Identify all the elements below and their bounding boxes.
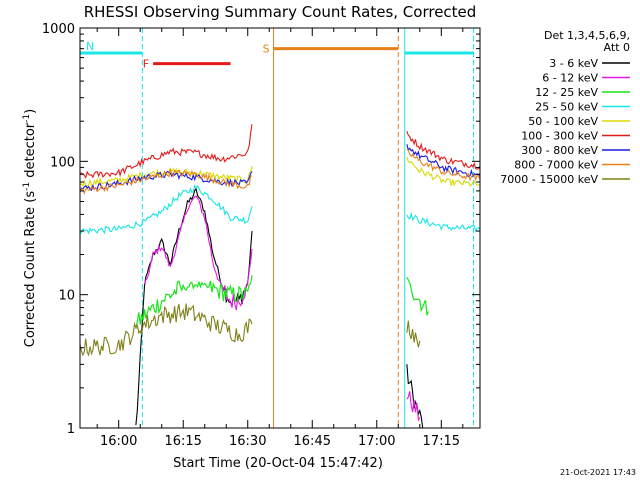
series-1 [143,195,421,422]
y-label-end: ) [23,109,38,114]
y-label-sup2: -1 [22,114,32,123]
series-3 [79,184,481,235]
series-line-8-seg-1 [406,320,421,348]
series-line-3-seg-1 [406,211,481,234]
y-label-mid: detector [23,122,38,182]
legend-label-3: 25 - 50 keV [535,101,598,114]
legend-label-0: 3 - 6 keV [549,57,598,70]
x-tick-label-0: 16:00 [100,434,137,449]
night-label-0: N [86,40,94,53]
y-tick-label-3: 1000 [42,22,75,37]
legend-label-2: 12 - 25 keV [535,86,598,99]
series-line-4-seg-0 [79,166,253,188]
series-line-7-seg-1 [406,148,481,182]
y-tick-label-1: 10 [58,289,75,304]
plot-frame [79,27,481,429]
x-axis: 16:00 16:15 16:30 16:45 17:00 17:15 [96,28,464,449]
y-axis: 1 10 100 1000 [42,22,480,437]
series-line-8-seg-0 [79,303,253,357]
legend-header-line1: Det 1,3,4,5,6,9, [544,29,630,42]
y-label-main: Corrected Count Rate (s [23,191,38,348]
x-tick-label-4: 17:00 [358,434,395,449]
series-line-4-seg-1 [406,156,481,187]
series-6 [79,144,481,193]
legend-label-4: 50 - 100 keV [528,115,598,128]
y-tick-label-2: 100 [50,155,75,170]
series-7 [79,148,481,195]
series-line-7-seg-0 [79,167,253,195]
plot-marks: N F S [79,28,475,428]
x-tick-label-5: 17:15 [423,434,460,449]
chart-title: RHESSI Observing Summary Count Rates, Co… [84,3,477,21]
series-line-2-seg-2 [406,277,429,316]
y-axis-label: Corrected Count Rate (s-1 detector-1) [22,109,38,347]
legend-label-8: 7000 - 15000 keV [500,173,598,186]
legend-label-7: 800 - 7000 keV [514,159,598,172]
series-4 [79,156,481,188]
legend: Det 1,3,4,5,6,9, Att 0 3 - 6 keV 6 - 12 k… [500,29,630,186]
x-tick-label-1: 16:15 [164,434,201,449]
series-0 [135,187,425,429]
series-5 [79,124,481,179]
legend-label-1: 6 - 12 keV [542,72,598,85]
series-8 [79,303,421,357]
series-line-2-seg-1 [135,275,253,330]
series-line-3-seg-0 [79,184,253,235]
series-line-6-seg-1 [406,144,481,178]
series-line-1-seg-1 [406,391,421,422]
saa-label-0: S [263,43,270,56]
y-label-sup1: -1 [22,182,32,191]
series-line-5-seg-1 [406,131,481,170]
series-2 [135,275,429,330]
series-layer [79,124,481,429]
legend-label-5: 100 - 300 keV [521,130,598,143]
y-tick-label-0: 1 [67,422,75,437]
legend-header-line2: Att 0 [604,41,630,54]
x-tick-label-3: 16:45 [294,434,331,449]
series-line-5-seg-0 [79,124,253,179]
x-axis-label: Start Time (20-Oct-04 15:47:42) [173,456,383,471]
x-tick-label-2: 16:30 [229,434,266,449]
flare-label-0: F [143,58,149,71]
legend-label-6: 300 - 800 keV [521,144,598,157]
series-line-0-seg-2 [406,364,425,429]
footer-date: 21-Oct-2021 17:43 [560,468,636,477]
